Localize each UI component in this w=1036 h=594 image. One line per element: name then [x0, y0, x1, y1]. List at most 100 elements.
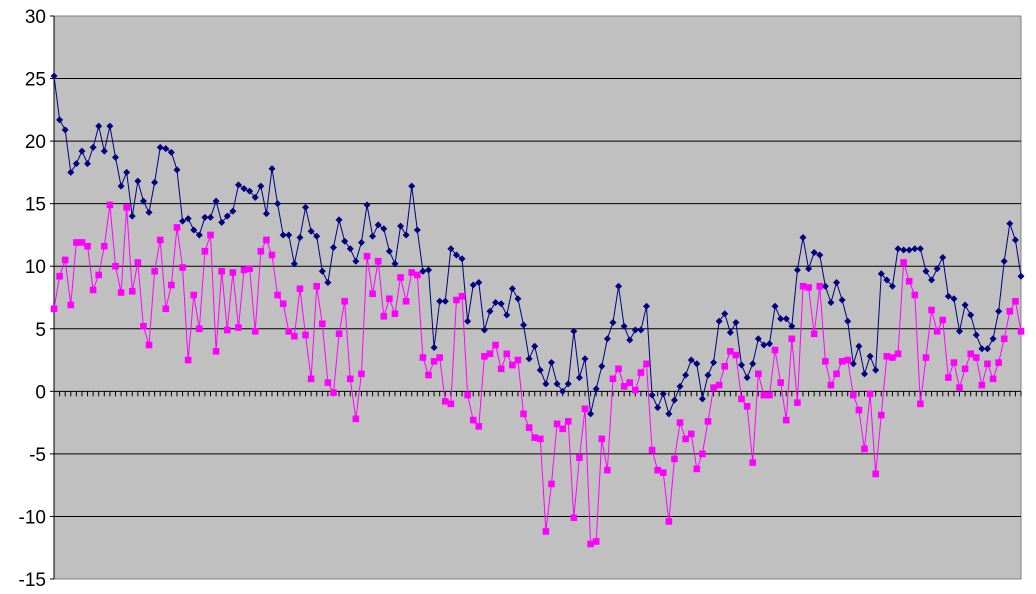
y-tick-label: 25 [25, 70, 46, 91]
data-point [240, 185, 248, 193]
data-point [190, 291, 198, 299]
data-point [682, 435, 689, 443]
data-point [833, 370, 840, 378]
data-point [598, 362, 606, 370]
data-point [441, 297, 449, 305]
data-point [402, 231, 410, 239]
y-tick-label: -10 [19, 507, 46, 528]
data-point [78, 239, 86, 246]
data-point [246, 187, 254, 195]
data-point [397, 274, 404, 281]
data-point [620, 383, 628, 390]
data-point [676, 382, 684, 390]
data-point [201, 213, 209, 221]
data-point [279, 231, 287, 239]
data-point [257, 247, 265, 255]
data-point [234, 181, 242, 189]
data-point [374, 257, 382, 265]
data-point [581, 355, 589, 363]
data-point [95, 271, 103, 279]
data-point [223, 326, 231, 334]
data-point [173, 166, 181, 174]
y-tick-label: -5 [29, 445, 46, 466]
data-point [173, 224, 181, 231]
data-point [168, 281, 175, 289]
data-point [671, 455, 678, 463]
data-point [139, 197, 147, 205]
data-point [777, 315, 785, 323]
data-point [341, 297, 348, 305]
data-point [430, 358, 438, 365]
data-point [866, 352, 874, 360]
data-point [570, 327, 578, 335]
data-point [850, 391, 857, 399]
data-point [497, 365, 505, 373]
data-point [229, 269, 237, 276]
data-point [123, 204, 130, 211]
data-point [642, 302, 650, 310]
data-point [922, 267, 930, 275]
data-point [900, 246, 908, 254]
data-point [632, 386, 639, 394]
data-point [391, 260, 399, 268]
data-point [995, 359, 1002, 366]
data-point [732, 319, 740, 327]
data-point [514, 356, 522, 364]
data-point [576, 454, 583, 461]
data-point [262, 210, 270, 218]
data-point [531, 434, 539, 441]
data-point [648, 391, 656, 399]
data-point [687, 430, 695, 438]
data-point [481, 353, 488, 360]
data-point [794, 399, 801, 406]
data-point [184, 215, 192, 223]
data-point [291, 332, 298, 340]
series-2 [50, 201, 1025, 548]
data-point [167, 148, 175, 156]
data-point [162, 305, 170, 313]
data-point [581, 405, 589, 413]
data-point [486, 350, 494, 358]
data-point [710, 359, 718, 367]
data-point [989, 375, 997, 383]
data-point [821, 282, 829, 290]
data-point [89, 143, 97, 151]
data-point [983, 345, 991, 353]
data-point [715, 317, 723, 325]
data-point [140, 322, 147, 330]
data-point [967, 350, 974, 358]
data-point [732, 351, 740, 359]
data-point [659, 390, 667, 398]
data-point [799, 282, 807, 290]
data-point [436, 297, 444, 305]
data-point [984, 360, 991, 368]
data-point [307, 375, 315, 383]
data-point [553, 380, 561, 388]
data-point [760, 341, 768, 349]
data-point [749, 459, 756, 466]
data-point [693, 360, 701, 368]
data-point [492, 299, 500, 307]
data-point [419, 354, 427, 361]
data-point [408, 269, 416, 276]
data-point [570, 514, 578, 521]
series-1-line [53, 75, 1022, 416]
data-point [816, 251, 824, 259]
data-point [251, 327, 259, 335]
data-point [503, 350, 511, 358]
data-point [905, 277, 913, 285]
data-point [313, 232, 321, 240]
data-point [290, 260, 298, 268]
data-point [777, 379, 784, 386]
data-point [190, 226, 198, 234]
data-point [620, 322, 628, 330]
data-point [972, 354, 980, 361]
data-point [78, 147, 86, 155]
data-point [727, 347, 734, 355]
data-point [721, 310, 729, 318]
data-point [201, 247, 209, 255]
data-point [279, 300, 287, 308]
x-axis [53, 390, 1022, 397]
data-point [698, 395, 706, 403]
data-point [313, 282, 321, 290]
